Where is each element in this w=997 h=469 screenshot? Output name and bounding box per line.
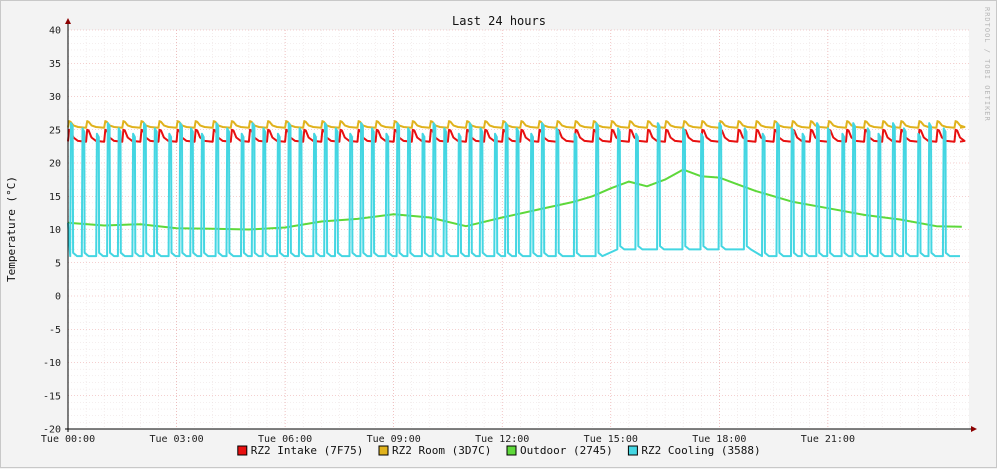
y-tick-label: 20 bbox=[49, 159, 61, 170]
y-tick-label: 35 bbox=[49, 59, 61, 70]
legend-label: RZ2 Intake (7F75) bbox=[251, 444, 364, 457]
x-tick-label: Tue 06:00 bbox=[258, 434, 312, 445]
x-tick-label: Tue 00:00 bbox=[41, 434, 95, 445]
y-tick-label: 30 bbox=[49, 92, 61, 103]
y-tick-label: 10 bbox=[49, 225, 61, 236]
y-tick-label: -5 bbox=[49, 325, 61, 336]
y-tick-label: -15 bbox=[43, 391, 61, 402]
y-tick-label: 40 bbox=[49, 26, 61, 37]
axes bbox=[65, 18, 977, 432]
series-line-2 bbox=[67, 120, 966, 129]
series-line-4 bbox=[67, 122, 960, 258]
x-tick-label: Tue 09:00 bbox=[367, 434, 421, 445]
x-tick-label: Tue 18:00 bbox=[692, 434, 746, 445]
y-tick-label: 15 bbox=[49, 192, 61, 203]
y-axis-label: Temperature (°C) bbox=[5, 176, 18, 282]
legend-label: RZ2 Room (3D7C) bbox=[392, 444, 491, 457]
y-axis-arrow bbox=[65, 18, 71, 24]
legend-swatch bbox=[378, 445, 389, 456]
y-tick-label: -20 bbox=[43, 425, 61, 436]
y-tick-label: -10 bbox=[43, 358, 61, 369]
legend-label: RZ2 Cooling (3588) bbox=[641, 444, 760, 457]
legend-swatch bbox=[237, 445, 248, 456]
x-axis-arrow bbox=[971, 426, 977, 432]
y-tick-label: 25 bbox=[49, 125, 61, 136]
x-tick-label: Tue 15:00 bbox=[584, 434, 638, 445]
x-tick-label: Tue 21:00 bbox=[801, 434, 855, 445]
legend-swatch bbox=[627, 445, 638, 456]
legend-label: Outdoor (2745) bbox=[520, 444, 613, 457]
x-tick-label: Tue 03:00 bbox=[149, 434, 203, 445]
y-tick-label: 0 bbox=[55, 292, 61, 303]
legend-swatch bbox=[506, 445, 517, 456]
legend: RZ2 Intake (7F75) RZ2 Room (3D7C) Outdoor … bbox=[237, 444, 761, 457]
series-group bbox=[67, 120, 966, 258]
chart-title: Last 24 hours bbox=[452, 14, 546, 28]
y-tick-label: 5 bbox=[55, 258, 61, 269]
x-tick-label: Tue 12:00 bbox=[475, 434, 529, 445]
watermark: RRDTOOL / TOBI OETIKER bbox=[983, 7, 991, 122]
